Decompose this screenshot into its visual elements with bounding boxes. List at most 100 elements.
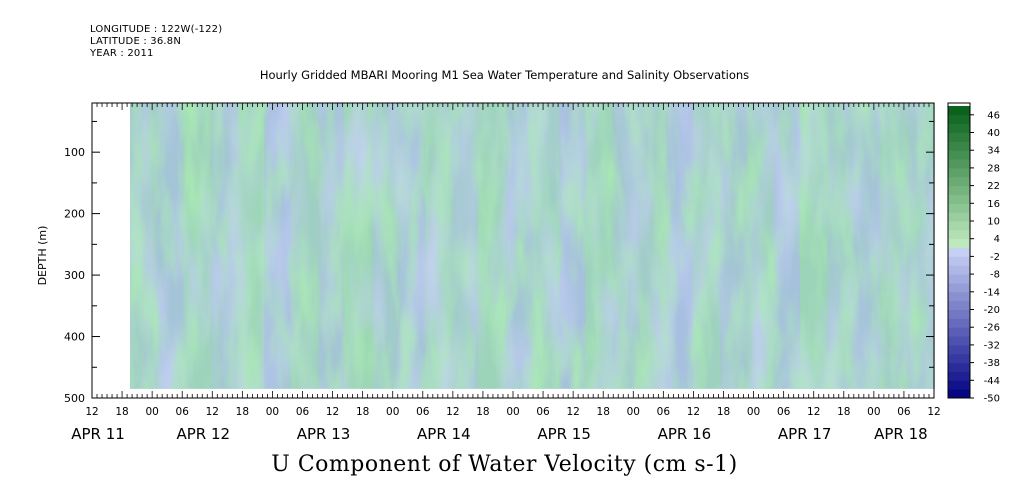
colorbar-label: -50 — [984, 394, 1000, 405]
x-tick-label: 18 — [597, 406, 610, 418]
y-tick-label: 200 — [64, 208, 85, 221]
colorbar-label: 16 — [987, 199, 1000, 210]
colorbar-bin — [948, 159, 970, 169]
x-tick-label: 00 — [627, 406, 640, 418]
colorbar-bin — [948, 389, 970, 399]
colorbar-label: -2 — [990, 252, 1000, 263]
x-tick-label: 12 — [326, 406, 339, 418]
x-tick-label: 12 — [807, 406, 820, 418]
chart-title: Hourly Gridded MBARI Mooring M1 Sea Wate… — [259, 68, 750, 82]
colorbar-bin — [948, 123, 970, 133]
x-tick-label: 00 — [747, 406, 760, 418]
colorbar-bin — [948, 221, 970, 231]
colorbar-label: -38 — [984, 358, 1000, 369]
x-tick-label: 18 — [236, 406, 249, 418]
colorbar-frame — [947, 102, 971, 399]
x-tick-label: 18 — [717, 406, 730, 418]
x-date-label: APR 16 — [658, 425, 712, 443]
colorbar-bin — [948, 300, 970, 310]
x-tick-label: 00 — [266, 406, 279, 418]
colorbar-bin — [948, 176, 970, 187]
x-tick-label: 06 — [296, 406, 310, 418]
colorbar-bin — [948, 265, 970, 275]
x-date-label: APR 12 — [176, 425, 230, 443]
colorbar-bin — [948, 256, 970, 266]
latitude-label: LATITUDE : 36.8N — [90, 36, 182, 47]
colorbar-label: -8 — [990, 270, 1000, 281]
x-tick-label: 06 — [777, 406, 791, 418]
x-tick-label: 06 — [176, 406, 190, 418]
colorbar-bin — [948, 150, 970, 160]
heatmap-texture — [130, 103, 934, 389]
x-tick-label: 12 — [446, 406, 459, 418]
colorbar-bin — [948, 238, 970, 249]
colorbar-label: -26 — [984, 323, 1000, 334]
y-tick-label: 400 — [64, 331, 85, 344]
y-tick-label: 300 — [64, 269, 85, 282]
x-tick-label: 00 — [386, 406, 399, 418]
colorbar-bin — [948, 167, 970, 178]
colorbar-bin — [948, 105, 970, 116]
x-tick-label: 00 — [867, 406, 880, 418]
x-tick-label: 06 — [897, 406, 911, 418]
y-tick-label: 500 — [64, 392, 85, 405]
colorbar-label: 28 — [987, 163, 1000, 174]
colorbar-bin — [948, 247, 970, 257]
colorbar-bin — [948, 291, 970, 302]
x-tick-label: 12 — [566, 406, 579, 418]
colorbar-bin — [948, 380, 970, 390]
x-tick-label: 12 — [206, 406, 219, 418]
x-tick-label: 12 — [85, 406, 98, 418]
colorbar-label: 4 — [994, 234, 1000, 245]
colorbar-label: 40 — [987, 128, 1000, 139]
year-label: YEAR : 2011 — [90, 48, 154, 59]
colorbar-bin — [948, 132, 970, 142]
y-axis-label: DEPTH (m) — [36, 226, 49, 286]
x-date-label: APR 11 — [71, 425, 125, 443]
colorbar-label: 22 — [987, 181, 1000, 192]
x-date-label: APR 13 — [297, 425, 351, 443]
colorbar-label: 10 — [987, 217, 1000, 228]
colorbar-bin — [948, 282, 970, 293]
x-date-label: APR 14 — [417, 425, 471, 443]
x-tick-label: 06 — [416, 406, 430, 418]
colorbar-bin — [948, 371, 970, 381]
colorbar-bin — [948, 353, 970, 364]
colorbar-bin — [948, 141, 970, 151]
colorbar-bin — [948, 274, 970, 284]
x-tick-label: 18 — [115, 406, 128, 418]
x-axis-title: U Component of Water Velocity (cm s-1) — [271, 452, 738, 477]
x-date-label: APR 15 — [537, 425, 591, 443]
colorbar-bin — [948, 114, 970, 125]
colorbar-label: 46 — [987, 110, 1000, 121]
colorbar-bin — [948, 336, 970, 346]
colorbar-bin — [948, 229, 970, 240]
colorbar-bin — [948, 185, 970, 195]
x-tick-label: 06 — [657, 406, 671, 418]
x-tick-label: 00 — [145, 406, 158, 418]
colorbar-bin — [948, 318, 970, 328]
x-tick-label: 12 — [927, 406, 940, 418]
colorbar-label: -32 — [984, 340, 1000, 351]
x-date-label: APR 17 — [778, 425, 832, 443]
x-tick-label: 18 — [837, 406, 850, 418]
colorbar-label: 34 — [987, 146, 1000, 157]
longitude-label: LONGITUDE : 122W(-122) — [90, 24, 223, 35]
x-tick-label: 18 — [476, 406, 489, 418]
colorbar-bin — [948, 309, 970, 319]
x-tick-label: 12 — [687, 406, 700, 418]
x-date-label: APR 18 — [874, 425, 928, 443]
x-tick-label: 00 — [506, 406, 519, 418]
colorbar-bin — [948, 327, 970, 337]
y-tick-label: 100 — [64, 146, 85, 159]
colorbar-bin — [948, 194, 970, 204]
colorbar-bin — [948, 203, 970, 213]
x-tick-label: 06 — [536, 406, 550, 418]
x-tick-label: 18 — [356, 406, 369, 418]
colorbar-label: -44 — [984, 376, 1000, 387]
colorbar-label: -14 — [984, 287, 1000, 298]
colorbar-bin — [948, 344, 970, 355]
colorbar-label: -20 — [984, 305, 1000, 316]
colorbar-bin — [948, 212, 970, 222]
